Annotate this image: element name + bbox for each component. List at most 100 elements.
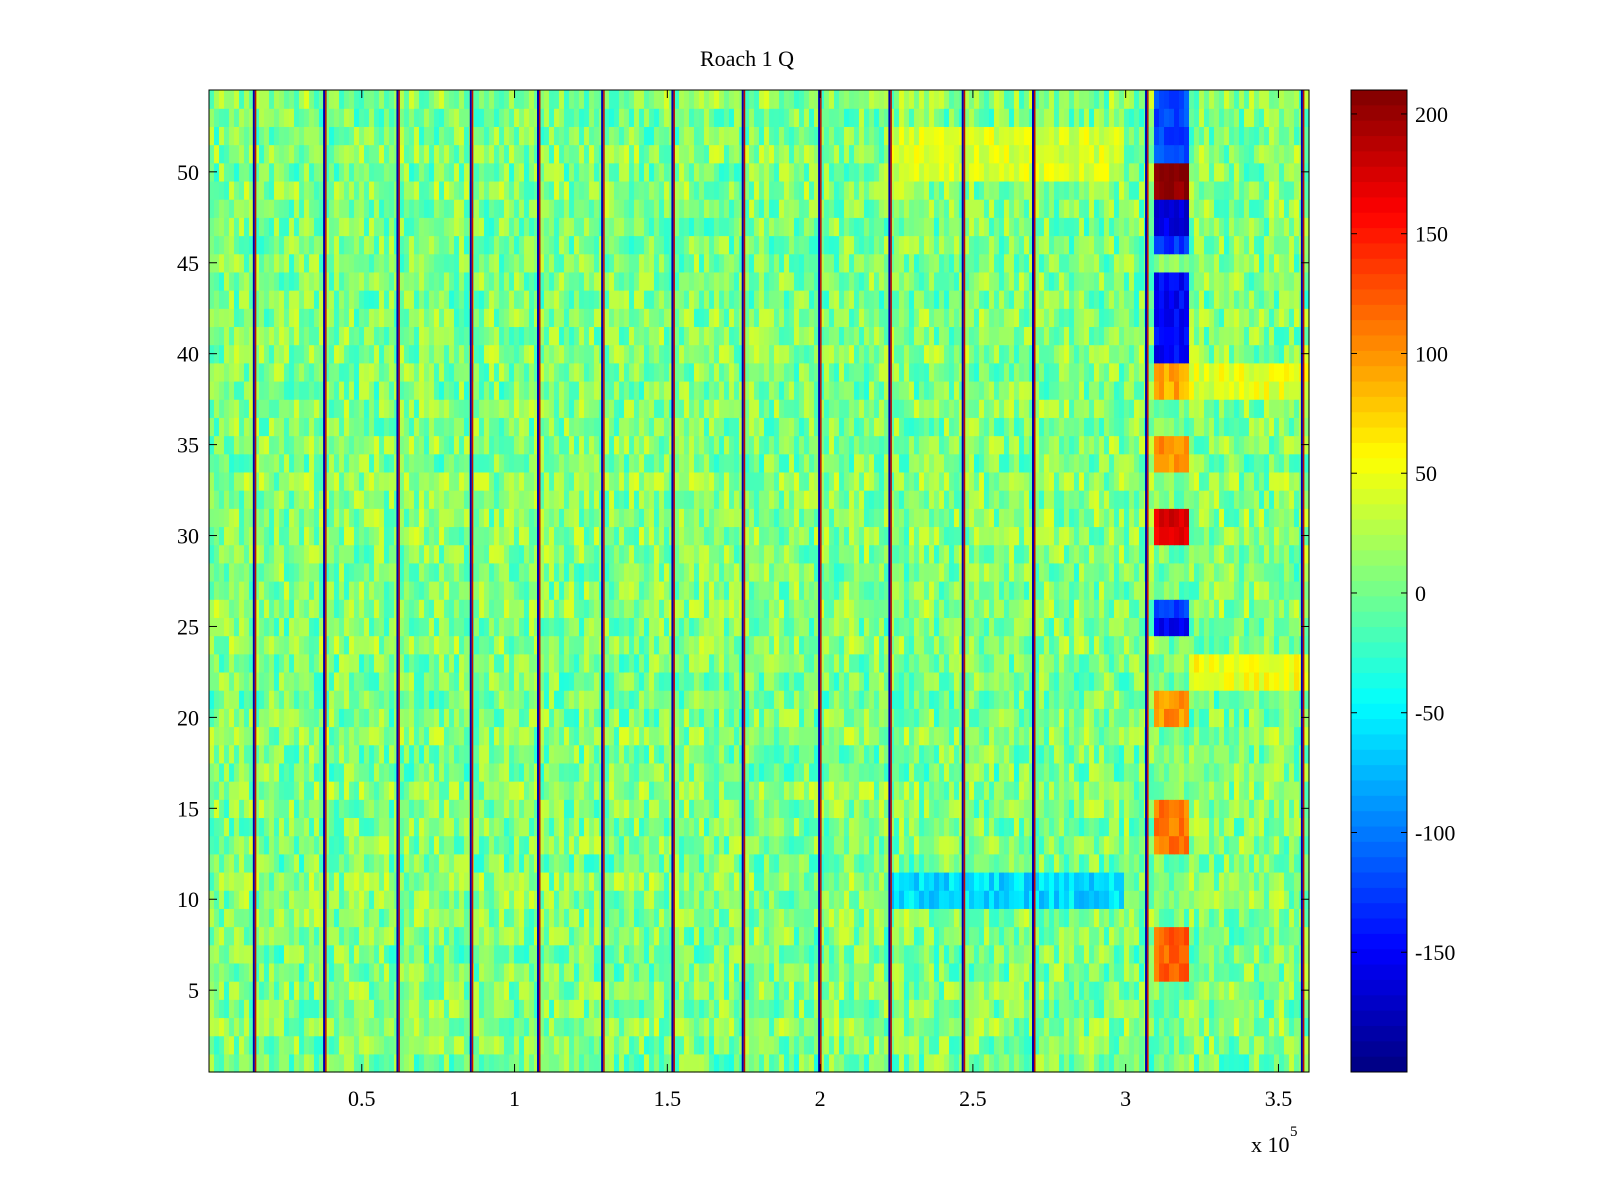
heatmap-cell bbox=[929, 781, 935, 800]
heatmap-cell bbox=[1119, 671, 1125, 691]
heatmap-cell bbox=[1109, 871, 1115, 891]
heatmap-cell bbox=[729, 653, 735, 673]
heatmap-cell bbox=[459, 944, 465, 964]
heatmap-cell bbox=[244, 726, 250, 746]
heatmap-cell bbox=[614, 981, 620, 1000]
heatmap-cell bbox=[979, 653, 985, 673]
heatmap-cell bbox=[759, 944, 765, 964]
heatmap-cell bbox=[784, 762, 790, 782]
heatmap-cell bbox=[614, 853, 620, 873]
heatmap-cell bbox=[1224, 944, 1230, 964]
heatmap-cell bbox=[684, 944, 690, 964]
heatmap-cell bbox=[1244, 726, 1250, 746]
heatmap-cell bbox=[1204, 853, 1210, 873]
heatmap-cell bbox=[709, 999, 715, 1019]
heatmap-cell bbox=[584, 1035, 590, 1055]
heatmap-cell bbox=[1289, 890, 1295, 909]
heatmap-cell bbox=[764, 1053, 770, 1073]
heatmap-cell bbox=[414, 944, 420, 964]
heatmap-cell bbox=[1224, 799, 1230, 819]
heatmap-cell bbox=[1024, 890, 1030, 909]
heatmap-cell bbox=[1074, 853, 1080, 873]
heatmap-cell bbox=[1049, 999, 1055, 1019]
heatmap-cell bbox=[494, 744, 500, 764]
heatmap-cell bbox=[1304, 762, 1310, 782]
heatmap-cell bbox=[664, 944, 670, 964]
heatmap-cell bbox=[934, 981, 940, 1000]
heatmap-cell bbox=[504, 981, 510, 1000]
heatmap-cell bbox=[364, 1035, 370, 1055]
heatmap-cell bbox=[714, 1053, 720, 1073]
heatmap-cell bbox=[1254, 853, 1260, 873]
heatmap-cell bbox=[1084, 908, 1090, 928]
heatmap-cell bbox=[869, 799, 875, 819]
heatmap-cell bbox=[924, 962, 930, 982]
heatmap-cell bbox=[824, 999, 830, 1019]
heatmap-cell bbox=[519, 962, 525, 982]
heatmap-cell bbox=[914, 926, 920, 946]
heatmap-cell bbox=[329, 744, 335, 764]
heatmap-cell bbox=[1194, 853, 1200, 873]
heatmap-cell bbox=[544, 781, 550, 800]
heatmap-cell bbox=[1019, 908, 1025, 928]
heatmap-cell bbox=[914, 799, 920, 819]
heatmap-cell bbox=[974, 799, 980, 819]
heatmap-cell bbox=[634, 908, 640, 928]
heatmap-cell bbox=[439, 781, 445, 800]
heatmap-cell bbox=[509, 781, 515, 800]
heatmap-cell bbox=[479, 799, 485, 819]
heatmap-cell bbox=[319, 799, 325, 819]
heatmap-cell bbox=[509, 871, 515, 891]
heatmap-cell bbox=[499, 1017, 505, 1037]
heatmap-cell bbox=[1079, 1053, 1085, 1073]
heatmap-plot-area bbox=[208, 89, 1310, 1073]
heatmap-cell bbox=[1074, 944, 1080, 964]
heatmap-cell bbox=[659, 871, 665, 891]
heatmap-cell bbox=[509, 690, 515, 709]
heatmap-cell bbox=[1159, 871, 1165, 891]
heatmap-cell bbox=[474, 890, 480, 909]
heatmap-cell bbox=[624, 835, 630, 855]
heatmap-cell bbox=[794, 799, 800, 819]
heatmap-cell bbox=[299, 981, 305, 1000]
heatmap-cell bbox=[729, 908, 735, 928]
heatmap-cell bbox=[1249, 781, 1255, 800]
heatmap-cell bbox=[849, 653, 855, 673]
heatmap-cell bbox=[1124, 908, 1130, 928]
heatmap-cell bbox=[254, 1017, 260, 1037]
heatmap-cell bbox=[419, 1053, 425, 1073]
heatmap-cell bbox=[259, 981, 265, 1000]
heatmap-cell bbox=[269, 726, 275, 746]
heatmap-cell bbox=[399, 690, 405, 709]
heatmap-cell bbox=[414, 1035, 420, 1055]
heatmap-cell bbox=[274, 944, 280, 964]
heatmap-cell bbox=[499, 653, 505, 673]
heatmap-cell bbox=[849, 835, 855, 855]
heatmap-cell bbox=[604, 926, 610, 946]
heatmap-cell bbox=[1034, 999, 1040, 1019]
heatmap-cell bbox=[814, 999, 820, 1019]
heatmap-cell bbox=[694, 799, 700, 819]
heatmap-cell bbox=[419, 671, 425, 691]
heatmap-cell bbox=[1044, 671, 1050, 691]
heatmap-cell bbox=[759, 671, 765, 691]
heatmap-cell bbox=[1029, 1017, 1035, 1037]
heatmap-cell bbox=[429, 1017, 435, 1037]
heatmap-cell bbox=[799, 835, 805, 855]
heatmap-cell bbox=[1104, 962, 1110, 982]
heatmap-cell bbox=[604, 871, 610, 891]
heatmap-cell bbox=[269, 799, 275, 819]
heatmap-cell bbox=[834, 817, 840, 837]
heatmap-cell bbox=[429, 853, 435, 873]
heatmap-cell bbox=[549, 871, 555, 891]
heatmap-cell bbox=[584, 944, 590, 964]
heatmap-cell bbox=[264, 981, 270, 1000]
heatmap-cell bbox=[829, 853, 835, 873]
heatmap-cell bbox=[944, 871, 950, 891]
heatmap-cell bbox=[824, 653, 830, 673]
heatmap-cell bbox=[524, 817, 530, 837]
heatmap-cell bbox=[989, 690, 995, 709]
heatmap-cell bbox=[314, 799, 320, 819]
heatmap-cell bbox=[364, 853, 370, 873]
heatmap-cell bbox=[1239, 781, 1245, 800]
